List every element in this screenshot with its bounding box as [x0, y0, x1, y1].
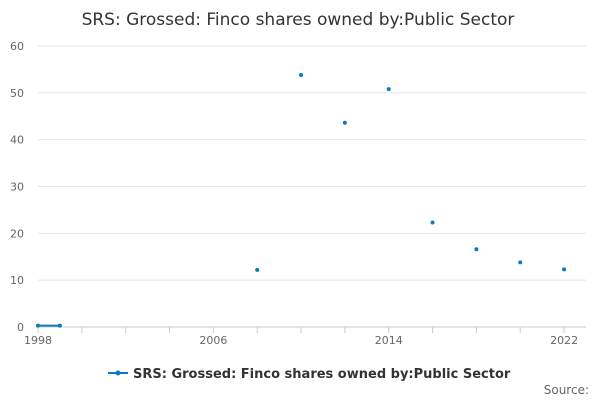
data-point[interactable] [386, 87, 391, 92]
x-axis: 1998 2006 2014 2022 [24, 326, 586, 347]
x-tick-label: 2022 [550, 334, 578, 347]
y-tick-label: 40 [10, 134, 24, 147]
data-point[interactable] [518, 260, 523, 265]
data-point[interactable] [299, 73, 304, 78]
y-tick-label: 30 [10, 181, 24, 194]
y-tick-label: 10 [10, 274, 24, 287]
x-tick-label: 2014 [375, 334, 403, 347]
grid-lines [38, 45, 586, 281]
x-tick-label: 1998 [24, 334, 52, 347]
legend-swatch-marker [115, 370, 121, 376]
y-tick-label: 50 [10, 87, 24, 100]
data-point[interactable] [342, 120, 347, 125]
data-point[interactable] [36, 323, 40, 328]
source-label: Source: [544, 383, 589, 397]
series-area [36, 73, 567, 328]
chart-title: SRS: Grossed: Finco shares owned by:Publ… [82, 10, 515, 30]
x-tick-label: 2006 [199, 334, 227, 347]
y-tick-label: 20 [10, 227, 24, 240]
y-tick-label: 60 [10, 40, 24, 53]
legend-label: SRS: Grossed: Finco shares owned by:Publ… [133, 367, 511, 382]
y-tick-label: 0 [17, 321, 24, 334]
data-point[interactable] [430, 220, 435, 225]
legend[interactable]: SRS: Grossed: Finco shares owned by:Publ… [108, 367, 511, 382]
data-point[interactable] [255, 267, 260, 272]
data-point[interactable] [562, 267, 567, 272]
data-point[interactable] [57, 323, 62, 328]
y-axis: 0 10 20 30 40 50 60 [10, 40, 24, 334]
data-point[interactable] [474, 247, 479, 252]
